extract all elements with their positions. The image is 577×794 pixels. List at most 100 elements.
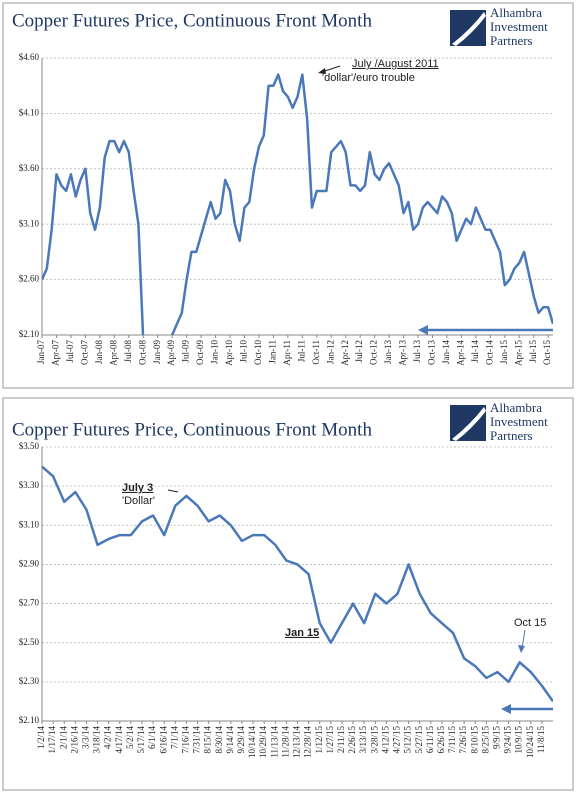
x-tick-label: Jan-15 <box>499 340 509 364</box>
y-tick-label: $2.50 <box>19 637 40 647</box>
y-tick-label: $4.10 <box>19 107 40 117</box>
x-tick-label: 7/16/14 <box>180 726 190 754</box>
x-tick-label: Jan-10 <box>210 340 220 364</box>
x-tick-label: 5/12/15 <box>403 726 413 754</box>
x-tick-label: 4/17/14 <box>114 726 124 754</box>
annotation: 'Dollar' <box>122 495 155 507</box>
panel <box>2 397 574 791</box>
x-tick-label: 12/28/14 <box>303 726 313 759</box>
y-tick-label: $3.50 <box>19 441 40 451</box>
logo-icon <box>450 10 486 441</box>
x-tick-label: Oct-14 <box>484 340 494 365</box>
x-tick-label: 11/8/15 <box>536 726 546 754</box>
x-tick-label: 7/11/15 <box>447 726 457 754</box>
x-tick-label: 2/16/14 <box>69 726 79 754</box>
x-tick-label: 9/29/14 <box>236 726 246 754</box>
x-tick-label: 7/1/14 <box>169 726 179 750</box>
x-tick-label: 8/30/14 <box>214 726 224 754</box>
x-tick-label: 1/27/15 <box>325 726 335 754</box>
x-tick-label: 4/2/14 <box>103 726 113 750</box>
x-tick-label: 2/11/15 <box>336 726 346 754</box>
x-tick-label: Jan-14 <box>441 340 451 364</box>
y-tick-label: $2.60 <box>19 274 40 284</box>
x-tick-label: Jan-12 <box>325 340 335 364</box>
plot <box>42 73 553 335</box>
x-tick-label: Apr-15 <box>513 340 523 366</box>
x-tick-label: 7/26/15 <box>458 726 468 754</box>
x-tick-label: Apr-10 <box>224 340 234 366</box>
x-tick-label: Apr-12 <box>340 340 350 366</box>
plot <box>42 465 553 703</box>
x-tick-label: Jul-12 <box>354 340 364 363</box>
x-tick-label: Apr-09 <box>166 340 176 366</box>
y-tick-label: $2.90 <box>19 558 40 568</box>
x-tick-label: 5/27/15 <box>414 726 424 754</box>
y-tick-label: $3.60 <box>19 163 40 173</box>
x-tick-label: Jul-13 <box>412 340 422 363</box>
x-tick-label: 6/11/15 <box>425 726 435 754</box>
x-tick-label: 8/25/15 <box>480 726 490 754</box>
x-tick-label: Oct-11 <box>311 340 321 365</box>
y-tick-label: $3.10 <box>19 519 40 529</box>
y-tick-label: $4.60 <box>19 52 40 62</box>
x-tick-label: 1/17/14 <box>47 726 57 754</box>
x-tick-label: 1/2/14 <box>36 726 46 750</box>
x-tick-label: 2/26/15 <box>347 726 357 754</box>
x-tick-label: Jul-07 <box>65 340 75 363</box>
price-line <box>42 465 553 703</box>
x-tick-label: 5/2/14 <box>125 726 135 750</box>
x-tick-label: Jul-11 <box>296 340 306 362</box>
panel <box>2 2 574 389</box>
x-tick-label: 3/3/14 <box>80 726 90 750</box>
arrows <box>167 65 553 714</box>
logo-text: Investment <box>490 19 548 34</box>
x-tick-label: 4/27/15 <box>392 726 402 754</box>
x-tick-label: 3/28/15 <box>369 726 379 754</box>
annotation: Oct 15 <box>514 617 546 629</box>
x-tick-label: 7/31/14 <box>192 726 202 754</box>
x-tick-label: 10/14/14 <box>247 726 257 759</box>
x-tick-label: Oct-12 <box>369 340 379 365</box>
x-tick-label: Jan-09 <box>152 340 162 364</box>
x-tick-label: Jul-09 <box>181 340 191 363</box>
annotation: Jan 15 <box>285 627 319 639</box>
x-tick-label: Apr-11 <box>282 340 292 365</box>
x-tick-label: 8/10/15 <box>469 726 479 754</box>
x-tick-label: 8/15/14 <box>203 726 213 754</box>
x-tick-label: Jul-08 <box>123 340 133 363</box>
x-tick-label: 6/1/14 <box>147 726 157 750</box>
x-tick-label: Oct-08 <box>137 340 147 365</box>
x-tick-label: 4/12/15 <box>380 726 390 754</box>
logo-text: Partners <box>490 33 533 48</box>
x-tick-label: 6/26/15 <box>436 726 446 754</box>
y-tick-label: $2.10 <box>19 715 40 725</box>
annotation: July /August 2011 <box>352 58 439 70</box>
x-tick-label: 5/17/14 <box>136 726 146 754</box>
x-tick-label: Jul-10 <box>239 340 249 363</box>
x-tick-label: Apr-13 <box>398 340 408 366</box>
annotation: 'dollar'/euro trouble <box>322 72 415 84</box>
x-tick-label: 3/13/15 <box>358 726 368 754</box>
x-tick-label: 3/18/14 <box>92 726 102 754</box>
x-tick-label: Oct-07 <box>79 340 89 365</box>
y-tick-label: $2.10 <box>19 329 40 339</box>
y-tick-label: $2.30 <box>19 676 40 686</box>
x-tick-label: 10/24/15 <box>525 726 535 759</box>
x-tick-label: Oct-09 <box>195 340 205 365</box>
x-tick-label: 1/12/15 <box>314 726 324 754</box>
x-tick-label: 10/9/15 <box>514 726 524 754</box>
logo-text: Alhambra <box>490 400 542 415</box>
x-tick-label: Jan-08 <box>94 340 104 364</box>
chart-title: Copper Futures Price, Continuous Front M… <box>12 419 372 440</box>
x-tick-label: 10/29/14 <box>258 726 268 759</box>
x-tick-label: Oct-15 <box>542 340 552 365</box>
chart-title: Copper Futures Price, Continuous Front M… <box>12 10 372 31</box>
logo-text: Alhambra <box>490 5 542 20</box>
logo-text: Partners <box>490 428 533 443</box>
y-tick-label: $2.70 <box>19 598 40 608</box>
x-tick-label: Jul-14 <box>470 340 480 363</box>
x-tick-label: 6/16/14 <box>158 726 168 754</box>
x-tick-label: 9/24/15 <box>503 726 513 754</box>
x-tick-label: Apr-14 <box>455 340 465 366</box>
